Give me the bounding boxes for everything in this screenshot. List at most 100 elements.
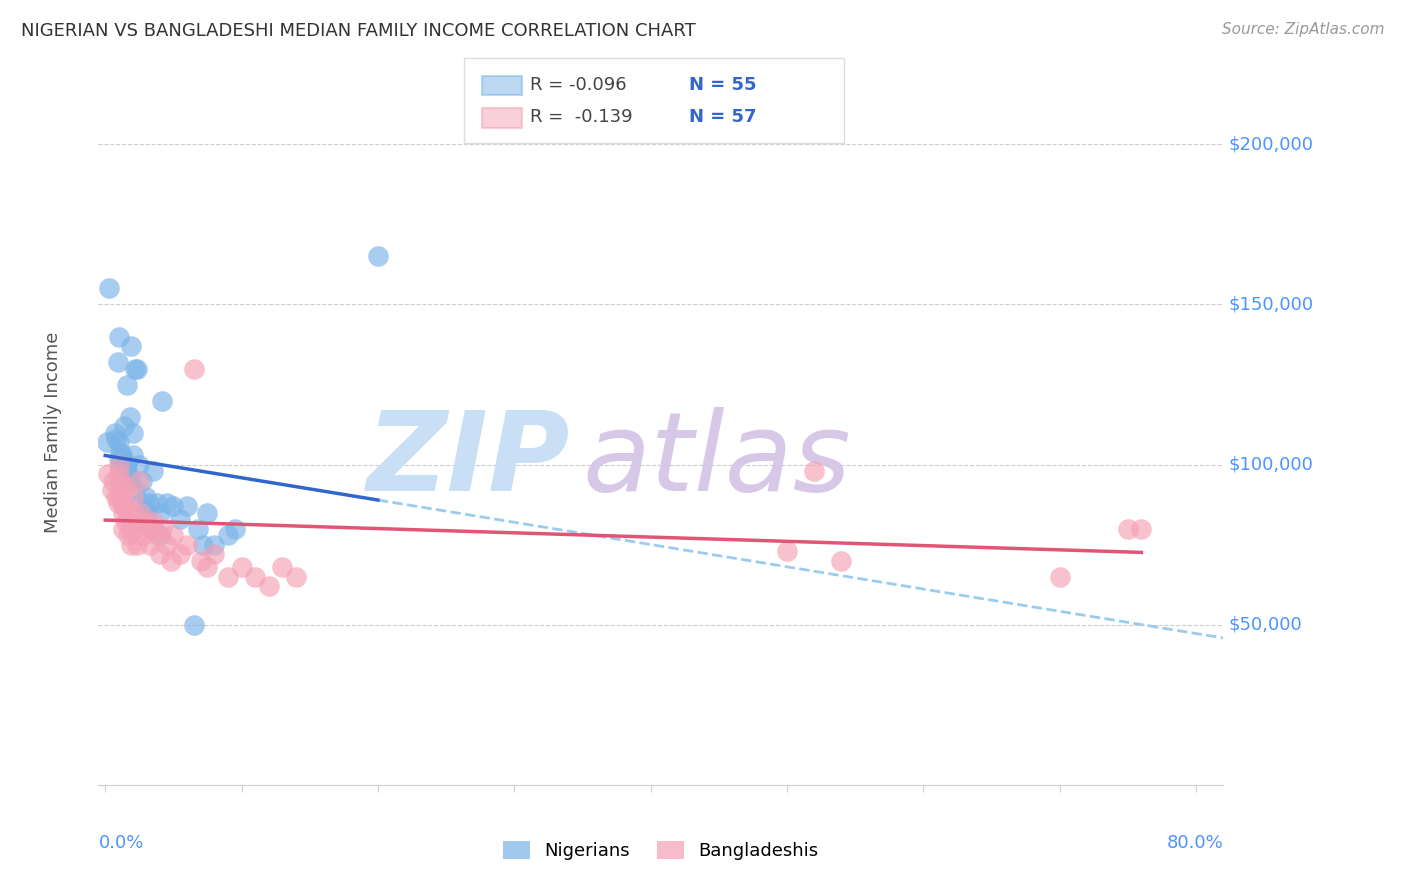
Point <box>111 467 134 482</box>
Text: 80.0%: 80.0% <box>1167 834 1223 852</box>
Point <box>112 419 135 434</box>
Point <box>138 496 160 510</box>
Point <box>183 361 205 376</box>
Point <box>146 496 169 510</box>
Point <box>257 579 280 593</box>
Point <box>176 500 198 514</box>
Point <box>149 506 172 520</box>
Point <box>118 474 141 488</box>
Point <box>143 522 166 536</box>
Point <box>162 500 184 514</box>
Point <box>142 516 165 530</box>
Point <box>111 458 134 472</box>
Point <box>135 516 157 530</box>
Point <box>108 329 131 343</box>
Point <box>110 480 132 494</box>
Point <box>108 435 131 450</box>
Point <box>107 355 129 369</box>
Point <box>187 522 209 536</box>
Point <box>176 538 198 552</box>
Point <box>128 458 150 472</box>
Point <box>152 393 174 408</box>
Point <box>111 506 134 520</box>
Point <box>112 500 135 514</box>
Point <box>202 538 225 552</box>
Point <box>114 467 136 482</box>
Point <box>131 474 153 488</box>
Point <box>125 361 148 376</box>
Point <box>367 250 389 264</box>
Text: R = -0.096: R = -0.096 <box>530 76 627 94</box>
Point <box>135 490 157 504</box>
Point <box>110 474 132 488</box>
Point <box>169 547 191 561</box>
Point <box>155 538 177 552</box>
Point <box>285 570 308 584</box>
Text: ZIP: ZIP <box>367 408 571 515</box>
Point <box>124 361 146 376</box>
Point <box>245 570 267 584</box>
Point <box>114 480 136 494</box>
Point <box>197 506 219 520</box>
Text: R =  -0.139: R = -0.139 <box>530 108 633 126</box>
Point <box>118 522 141 536</box>
Point <box>159 554 181 568</box>
Text: Median Family Income: Median Family Income <box>45 332 62 533</box>
Point <box>110 448 132 462</box>
Text: 0.0%: 0.0% <box>98 834 143 852</box>
Point <box>139 538 162 552</box>
Point <box>169 512 191 526</box>
Text: $100,000: $100,000 <box>1229 456 1313 474</box>
Text: Source: ZipAtlas.com: Source: ZipAtlas.com <box>1222 22 1385 37</box>
Point <box>114 458 136 472</box>
Point <box>107 496 129 510</box>
Point <box>115 458 138 472</box>
Point <box>135 506 157 520</box>
Point <box>120 538 142 552</box>
Point <box>112 458 135 472</box>
Point <box>190 554 212 568</box>
Legend: Nigerians, Bangladeshis: Nigerians, Bangladeshis <box>496 834 825 868</box>
Text: $50,000: $50,000 <box>1229 615 1302 634</box>
Point <box>110 496 132 510</box>
Point <box>105 490 128 504</box>
Point <box>110 458 132 472</box>
Point <box>121 425 143 440</box>
Point <box>108 451 131 466</box>
Point <box>97 467 120 482</box>
Text: atlas: atlas <box>582 408 851 515</box>
Point <box>120 339 142 353</box>
Text: $200,000: $200,000 <box>1229 136 1313 153</box>
Point <box>110 490 132 504</box>
Point <box>131 516 153 530</box>
Point <box>117 467 139 482</box>
Text: N = 55: N = 55 <box>689 76 756 94</box>
Point <box>111 522 134 536</box>
Point <box>271 560 294 574</box>
Point <box>129 496 152 510</box>
Point <box>142 464 165 478</box>
Text: NIGERIAN VS BANGLADESHI MEDIAN FAMILY INCOME CORRELATION CHART: NIGERIAN VS BANGLADESHI MEDIAN FAMILY IN… <box>21 22 696 40</box>
Point <box>110 467 132 482</box>
Point <box>104 425 127 440</box>
Point <box>108 467 131 482</box>
Point <box>162 528 184 542</box>
Point <box>125 538 148 552</box>
Text: N = 57: N = 57 <box>689 108 756 126</box>
Point <box>224 522 246 536</box>
Point <box>149 547 172 561</box>
Point <box>217 528 239 542</box>
Point <box>1116 522 1139 536</box>
Point <box>101 483 124 498</box>
Point <box>1049 570 1071 584</box>
Point <box>830 554 852 568</box>
Point <box>129 506 152 520</box>
Point <box>202 547 225 561</box>
Point <box>124 483 146 498</box>
Point <box>152 522 174 536</box>
Point <box>114 464 136 478</box>
Point <box>776 544 799 558</box>
Point <box>96 435 118 450</box>
Text: $150,000: $150,000 <box>1229 295 1315 313</box>
Point <box>1130 522 1153 536</box>
